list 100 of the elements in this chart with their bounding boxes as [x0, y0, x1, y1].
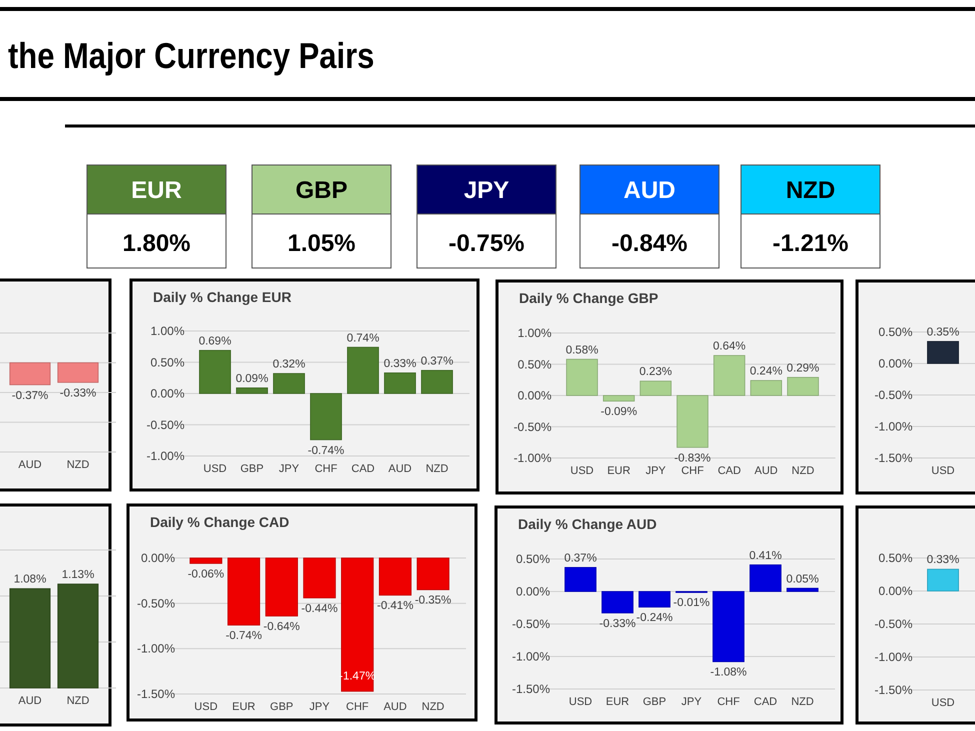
chart-title: Daily % Change AUD: [518, 516, 657, 532]
bar: [273, 373, 305, 394]
data-label: -1.08%: [710, 666, 747, 679]
y-tick-label: -0.50%: [874, 388, 913, 402]
data-label: 0.58%: [566, 344, 598, 356]
data-label: 0.24%: [750, 366, 782, 378]
text: 1.05%: [287, 230, 356, 257]
text: -0.75%: [448, 230, 525, 257]
x-tick-label: NZD: [791, 696, 814, 708]
text: -1.21%: [772, 230, 849, 257]
x-tick-label: EUR: [606, 696, 630, 708]
y-tick-label: 1.00%: [150, 324, 185, 338]
category-label: GBP: [295, 177, 348, 204]
chart-title: Daily % Change GBP: [519, 290, 658, 306]
bar: [199, 350, 231, 394]
data-label: 0.05%: [786, 573, 819, 586]
bar: [602, 395, 635, 402]
x-tick-label: USD: [570, 465, 594, 477]
bar: [564, 567, 596, 592]
data-label: 0.33%: [926, 554, 960, 566]
x-tick-label: JPY: [309, 701, 330, 713]
y-tick-label: 0.00%: [518, 388, 552, 402]
x-tick-label: AUD: [754, 465, 778, 477]
y-tick-label: -0.50%: [514, 420, 552, 434]
x-tick-label: EUR: [232, 701, 256, 713]
x-tick-label: JPY: [681, 696, 702, 708]
data-label: -0.83%: [674, 452, 711, 464]
bar: [347, 346, 379, 394]
data-label: -0.44%: [301, 602, 338, 615]
data-label: 1.08%: [14, 574, 46, 586]
y-tick-label: 0.00%: [878, 356, 913, 370]
x-tick-label: CHF: [717, 696, 740, 708]
text: 1.80%: [122, 230, 191, 257]
bar: [236, 387, 268, 394]
data-label: 0.37%: [420, 355, 454, 368]
bar: [310, 393, 342, 440]
category-label: EUR: [131, 177, 182, 204]
x-tick-label: EUR: [607, 465, 631, 477]
data-label: -0.35%: [414, 594, 452, 607]
bar: [602, 591, 634, 614]
x-tick-label: NZD: [66, 459, 90, 471]
bar: [786, 588, 818, 592]
y-tick-label: 0.00%: [516, 584, 550, 598]
data-label: -0.37%: [12, 390, 48, 402]
chart-title: Daily % Change CAD: [150, 514, 290, 530]
y-tick-label: -1.00%: [514, 451, 552, 465]
data-label: 0.32%: [272, 358, 306, 370]
data-label: -0.01%: [673, 597, 710, 610]
x-tick-label: USD: [931, 465, 955, 477]
data-label: -0.74%: [226, 630, 262, 642]
data-label: 0.33%: [384, 358, 416, 370]
x-tick-label: JPY: [646, 465, 666, 477]
y-tick-label: 0.50%: [518, 357, 552, 372]
bar: [713, 355, 746, 396]
bar: [384, 372, 416, 394]
data-label: -0.09%: [600, 406, 638, 418]
bar: [750, 380, 782, 396]
data-label: -0.64%: [263, 621, 300, 634]
y-tick-label: -1.00%: [874, 420, 913, 434]
x-tick-label: CHF: [314, 463, 338, 475]
data-label: -0.74%: [308, 444, 344, 457]
data-label: 0.23%: [639, 366, 672, 378]
y-tick-label: -0.50%: [874, 617, 913, 631]
x-tick-label: CHF: [346, 701, 369, 713]
data-label: 0.74%: [346, 332, 380, 344]
x-tick-label: AUD: [388, 463, 412, 475]
x-tick-label: GBP: [240, 463, 264, 475]
data-label: 0.64%: [713, 340, 746, 352]
data-label: 0.29%: [786, 362, 820, 374]
y-tick-label: 0.50%: [878, 325, 913, 339]
x-tick-label: AUD: [18, 459, 42, 471]
y-tick-label: 1.00%: [518, 326, 552, 340]
x-tick-label: CAD: [754, 696, 778, 708]
data-label: 0.41%: [749, 550, 782, 562]
x-tick-label: GBP: [642, 696, 666, 708]
x-tick-label: AUD: [18, 695, 42, 707]
y-tick-label: -1.50%: [136, 687, 176, 701]
y-tick-label: -1.00%: [136, 642, 176, 656]
data-label: 0.35%: [926, 326, 960, 338]
x-tick-label: JPY: [278, 463, 300, 475]
x-tick-label: USD: [194, 701, 218, 713]
category-label: NZD: [786, 177, 836, 204]
data-label: 0.09%: [236, 372, 268, 385]
y-tick-label: 0.00%: [140, 551, 176, 565]
x-tick-label: AUD: [384, 701, 407, 713]
bar: [787, 376, 819, 396]
y-tick-label: -1.00%: [146, 449, 185, 463]
bar: [638, 591, 670, 608]
x-tick-label: GBP: [270, 701, 294, 713]
x-tick-label: USD: [568, 696, 592, 708]
y-tick-label: 0.00%: [878, 584, 913, 598]
data-label: -0.41%: [376, 600, 414, 612]
data-label: -0.24%: [636, 612, 673, 624]
y-tick-label: 0.50%: [516, 552, 550, 566]
bar: [421, 370, 453, 394]
bar: [676, 395, 708, 448]
bar: [712, 591, 744, 662]
data-label: 0.69%: [198, 335, 232, 348]
x-tick-label: CAD: [351, 463, 375, 475]
bar: [640, 380, 672, 396]
